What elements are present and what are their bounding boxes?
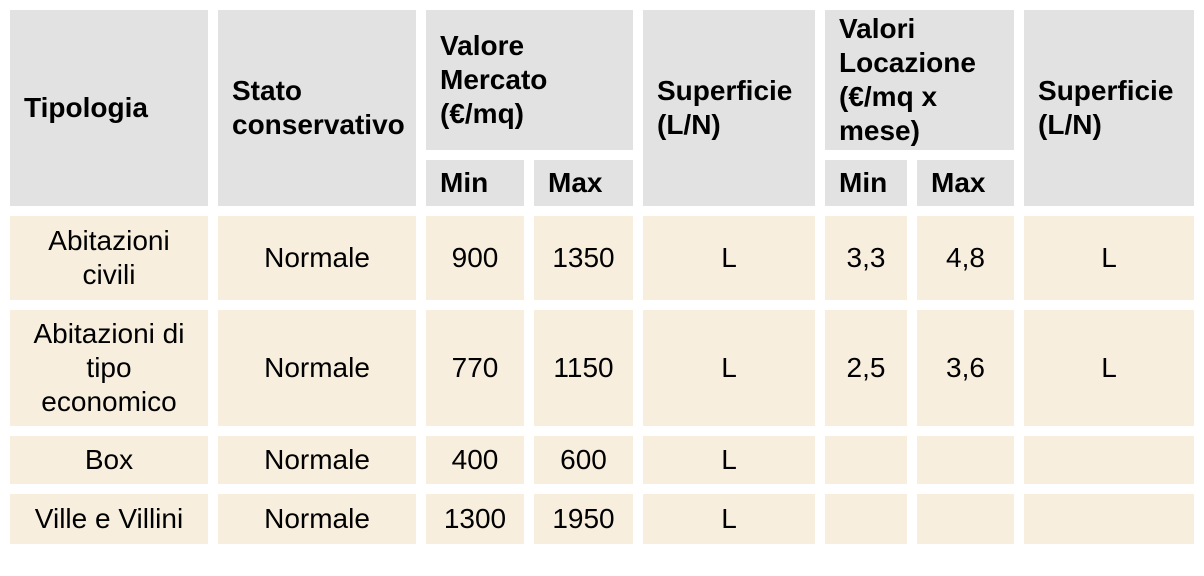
cell-superficie-locazione: L (1024, 216, 1195, 300)
header-valore-mercato: Valore Mercato (€/mq) (426, 10, 633, 150)
cell-superficie-vendita: L (643, 494, 815, 544)
cell-tipologia: Box (10, 436, 208, 484)
cell-vl-min (825, 436, 907, 484)
header-row-minmax: Min Max Min Max (10, 160, 1194, 206)
cell-vl-min (825, 494, 907, 544)
cell-vm-max: 1950 (534, 494, 633, 544)
cell-vm-max: 1350 (534, 216, 633, 300)
cell-superficie-vendita: L (643, 216, 815, 300)
cell-stato: Normale (218, 310, 416, 426)
header-mercato-max: Max (534, 160, 633, 206)
header-superficie-locazione: Superficie (L/N) (1024, 10, 1195, 206)
real-estate-quotation-table: Tipologia Stato conservativo Valore Merc… (10, 10, 1195, 544)
header-row-groups: Tipologia Stato conservativo Valore Merc… (10, 10, 1195, 206)
cell-superficie-locazione: L (1024, 310, 1195, 426)
cell-vm-min: 1300 (426, 494, 524, 544)
cell-vl-min: 3,3 (825, 216, 907, 300)
cell-stato: Normale (218, 216, 416, 300)
cell-vl-max: 3,6 (917, 310, 1015, 426)
cell-superficie-vendita: L (643, 310, 815, 426)
cell-vl-max: 4,8 (917, 216, 1015, 300)
cell-superficie-vendita: L (643, 436, 815, 484)
cell-vm-max: 1150 (534, 310, 633, 426)
header-locazione-max: Max (917, 160, 1015, 206)
table-row-ville-villini: Ville e Villini Normale 1300 1950 L (10, 494, 1195, 544)
cell-vm-min: 400 (426, 436, 524, 484)
cell-vm-min: 900 (426, 216, 524, 300)
header-valori-locazione: Valori Locazione (€/mq x mese) (825, 10, 1015, 150)
cell-tipologia: Ville e Villini (10, 494, 208, 544)
header-superficie-vendita: Superficie (L/N) (643, 10, 815, 206)
cell-stato: Normale (218, 436, 416, 484)
header-locazione-min: Min (825, 160, 907, 206)
cell-stato: Normale (218, 494, 416, 544)
cell-tipologia: Abitazioni di tipo economico (10, 310, 208, 426)
cell-vl-min: 2,5 (825, 310, 907, 426)
cell-tipologia: Abitazioni civili (10, 216, 208, 300)
cell-superficie-locazione (1024, 436, 1195, 484)
cell-vm-max: 600 (534, 436, 633, 484)
cell-vl-max (917, 494, 1015, 544)
table-row-box: Box Normale 400 600 L (10, 436, 1195, 484)
cell-superficie-locazione (1024, 494, 1195, 544)
header-tipologia: Tipologia (10, 10, 208, 206)
header-stato-conservativo: Stato conservativo (218, 10, 416, 206)
cell-vl-max (917, 436, 1015, 484)
header-mercato-min: Min (426, 160, 524, 206)
table-row-abitazioni-civili: Abitazioni civili Normale 900 1350 L 3,3… (10, 216, 1195, 300)
cell-vm-min: 770 (426, 310, 524, 426)
table-row-abitazioni-economiche: Abitazioni di tipo economico Normale 770… (10, 310, 1195, 426)
